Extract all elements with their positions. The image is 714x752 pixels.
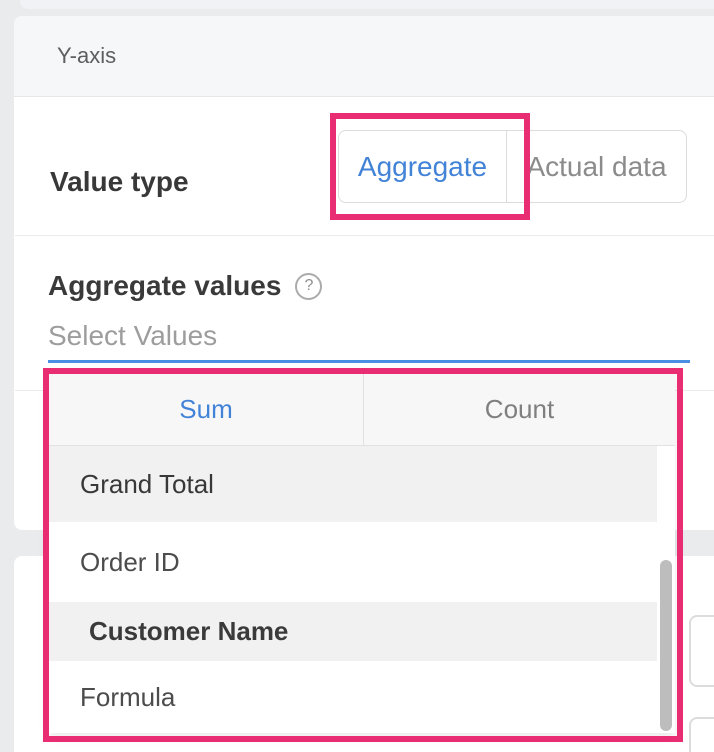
- hidden-control-outline: [689, 717, 714, 752]
- input-focus-underline: [48, 360, 690, 363]
- actual-data-toggle-button[interactable]: Actual data: [526, 150, 667, 182]
- select-values-input[interactable]: [48, 319, 690, 353]
- previous-card-edge: [20, 0, 714, 9]
- list-item-order-id[interactable]: Order ID: [49, 522, 657, 602]
- list-item-customer-name[interactable]: Customer Name: [49, 602, 657, 661]
- value-type-label: Value type: [50, 166, 189, 197]
- section-title: Y-axis: [57, 43, 117, 68]
- aggregate-values-label: Aggregate values: [48, 270, 282, 301]
- scrollbar-thumb[interactable]: [660, 560, 672, 731]
- hidden-control-outline: [689, 615, 714, 687]
- list-item-grand-total[interactable]: Grand Total: [49, 446, 657, 522]
- section-header: Y-axis: [14, 16, 714, 97]
- values-dropdown: Sum Count Grand Total Order ID Customer …: [49, 374, 675, 733]
- tab-count[interactable]: Count: [484, 394, 555, 424]
- values-list: Grand Total Order ID Customer Name Formu…: [49, 446, 675, 733]
- aggregate-values-row: Aggregate values ?: [48, 270, 323, 301]
- section-divider: [15, 235, 714, 236]
- help-icon[interactable]: ?: [295, 272, 323, 300]
- list-item-formula[interactable]: Formula: [49, 661, 657, 733]
- aggregate-toggle-button[interactable]: Aggregate: [339, 131, 507, 202]
- aggregate-function-tabs: Sum Count: [49, 374, 675, 446]
- tab-sum[interactable]: Sum: [49, 374, 364, 445]
- value-type-toggle: Aggregate Actual data: [338, 130, 687, 203]
